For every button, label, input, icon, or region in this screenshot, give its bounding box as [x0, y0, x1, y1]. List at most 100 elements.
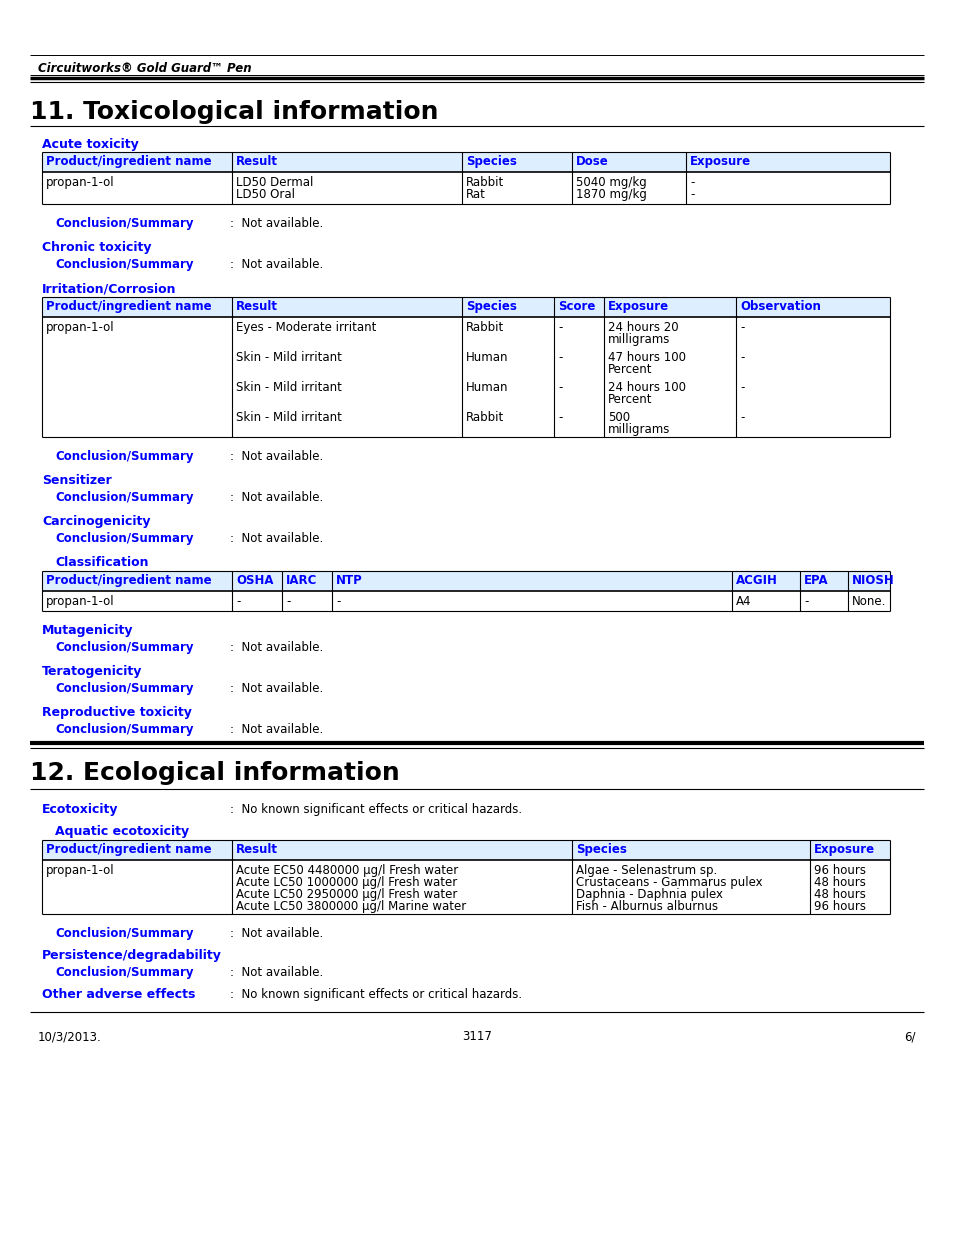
- Text: LD50 Dermal: LD50 Dermal: [235, 177, 313, 189]
- Text: Algae - Selenastrum sp.: Algae - Selenastrum sp.: [576, 864, 717, 877]
- Text: Human: Human: [465, 382, 508, 394]
- Text: 500: 500: [607, 411, 630, 424]
- Text: :  Not available.: : Not available.: [230, 927, 323, 940]
- Text: Conclusion/Summary: Conclusion/Summary: [55, 450, 193, 463]
- Text: EPA: EPA: [803, 574, 828, 587]
- Text: -: -: [740, 411, 743, 424]
- Bar: [42, 152, 889, 172]
- Text: :  No known significant effects or critical hazards.: : No known significant effects or critic…: [230, 988, 521, 1002]
- Text: :  Not available.: : Not available.: [230, 450, 323, 463]
- Text: milligrams: milligrams: [607, 424, 670, 436]
- Text: -: -: [558, 351, 561, 364]
- Text: NTP: NTP: [335, 574, 362, 587]
- Text: Species: Species: [465, 300, 517, 312]
- Text: Percent: Percent: [607, 393, 652, 406]
- Text: propan-1-ol: propan-1-ol: [46, 177, 114, 189]
- Text: Exposure: Exposure: [607, 300, 668, 312]
- Text: Score: Score: [558, 300, 595, 312]
- Text: :  Not available.: : Not available.: [230, 722, 323, 736]
- Text: milligrams: milligrams: [607, 333, 670, 346]
- Text: -: -: [803, 595, 807, 608]
- Text: Species: Species: [576, 844, 626, 856]
- Text: Acute LC50 1000000 μg/l Fresh water: Acute LC50 1000000 μg/l Fresh water: [235, 876, 456, 889]
- Text: IARC: IARC: [286, 574, 317, 587]
- Text: Result: Result: [235, 300, 277, 312]
- Text: Observation: Observation: [740, 300, 820, 312]
- Text: propan-1-ol: propan-1-ol: [46, 321, 114, 333]
- Text: Result: Result: [235, 156, 277, 168]
- Text: Ecotoxicity: Ecotoxicity: [42, 803, 118, 816]
- Text: LD50 Oral: LD50 Oral: [235, 188, 294, 201]
- Text: -: -: [235, 595, 240, 608]
- Text: :  Not available.: : Not available.: [230, 217, 323, 230]
- Text: -: -: [558, 411, 561, 424]
- Text: Product/ingredient name: Product/ingredient name: [46, 844, 212, 856]
- Text: 3117: 3117: [461, 1030, 492, 1044]
- Text: :  Not available.: : Not available.: [230, 966, 323, 979]
- Text: :  Not available.: : Not available.: [230, 682, 323, 695]
- Text: Rabbit: Rabbit: [465, 411, 504, 424]
- Text: Teratogenicity: Teratogenicity: [42, 664, 142, 678]
- Text: :  No known significant effects or critical hazards.: : No known significant effects or critic…: [230, 803, 521, 816]
- Text: Conclusion/Summary: Conclusion/Summary: [55, 966, 193, 979]
- Text: Skin - Mild irritant: Skin - Mild irritant: [235, 411, 341, 424]
- Text: OSHA: OSHA: [235, 574, 274, 587]
- Text: propan-1-ol: propan-1-ol: [46, 595, 114, 608]
- Text: Percent: Percent: [607, 363, 652, 375]
- Text: None.: None.: [851, 595, 885, 608]
- Text: Conclusion/Summary: Conclusion/Summary: [55, 532, 193, 545]
- Text: -: -: [740, 351, 743, 364]
- Text: -: -: [740, 382, 743, 394]
- Text: Conclusion/Summary: Conclusion/Summary: [55, 927, 193, 940]
- Text: 47 hours 100: 47 hours 100: [607, 351, 685, 364]
- Text: Species: Species: [465, 156, 517, 168]
- Text: :  Not available.: : Not available.: [230, 641, 323, 655]
- Text: A4: A4: [735, 595, 751, 608]
- Text: -: -: [286, 595, 290, 608]
- Text: 96 hours: 96 hours: [813, 864, 865, 877]
- Text: Mutagenicity: Mutagenicity: [42, 624, 133, 637]
- Text: Persistence/degradability: Persistence/degradability: [42, 948, 222, 962]
- Bar: [42, 571, 889, 592]
- Text: Acute toxicity: Acute toxicity: [42, 138, 138, 151]
- Text: -: -: [335, 595, 340, 608]
- Text: Daphnia - Daphnia pulex: Daphnia - Daphnia pulex: [576, 888, 722, 902]
- Bar: [42, 840, 889, 860]
- Text: Crustaceans - Gammarus pulex: Crustaceans - Gammarus pulex: [576, 876, 761, 889]
- Text: 24 hours 20: 24 hours 20: [607, 321, 678, 333]
- Text: Product/ingredient name: Product/ingredient name: [46, 156, 212, 168]
- Text: Conclusion/Summary: Conclusion/Summary: [55, 258, 193, 270]
- Text: Conclusion/Summary: Conclusion/Summary: [55, 492, 193, 504]
- Text: Rat: Rat: [465, 188, 485, 201]
- Text: ACGIH: ACGIH: [735, 574, 777, 587]
- Text: Sensitizer: Sensitizer: [42, 474, 112, 487]
- Text: 96 hours: 96 hours: [813, 900, 865, 913]
- Text: Human: Human: [465, 351, 508, 364]
- Text: Conclusion/Summary: Conclusion/Summary: [55, 682, 193, 695]
- Text: :  Not available.: : Not available.: [230, 258, 323, 270]
- Text: Eyes - Moderate irritant: Eyes - Moderate irritant: [235, 321, 376, 333]
- Text: 5040 mg/kg: 5040 mg/kg: [576, 177, 646, 189]
- Text: Other adverse effects: Other adverse effects: [42, 988, 195, 1002]
- Text: Rabbit: Rabbit: [465, 177, 504, 189]
- Text: Chronic toxicity: Chronic toxicity: [42, 241, 152, 254]
- Text: :  Not available.: : Not available.: [230, 492, 323, 504]
- Text: Dose: Dose: [576, 156, 608, 168]
- Text: Circuitworks® Gold Guard™ Pen: Circuitworks® Gold Guard™ Pen: [38, 62, 252, 75]
- Text: Conclusion/Summary: Conclusion/Summary: [55, 722, 193, 736]
- Text: Carcinogenicity: Carcinogenicity: [42, 515, 151, 529]
- Text: Product/ingredient name: Product/ingredient name: [46, 574, 212, 587]
- Text: -: -: [740, 321, 743, 333]
- Text: -: -: [558, 382, 561, 394]
- Text: Acute EC50 4480000 μg/l Fresh water: Acute EC50 4480000 μg/l Fresh water: [235, 864, 457, 877]
- Text: Reproductive toxicity: Reproductive toxicity: [42, 706, 192, 719]
- Text: Acute LC50 3800000 μg/l Marine water: Acute LC50 3800000 μg/l Marine water: [235, 900, 466, 913]
- Text: 10/3/2013.: 10/3/2013.: [38, 1030, 102, 1044]
- Text: -: -: [689, 188, 694, 201]
- Text: Exposure: Exposure: [689, 156, 750, 168]
- Text: :  Not available.: : Not available.: [230, 532, 323, 545]
- Text: Irritation/Corrosion: Irritation/Corrosion: [42, 282, 176, 295]
- Text: Exposure: Exposure: [813, 844, 874, 856]
- Text: Conclusion/Summary: Conclusion/Summary: [55, 641, 193, 655]
- Text: 12. Ecological information: 12. Ecological information: [30, 761, 399, 785]
